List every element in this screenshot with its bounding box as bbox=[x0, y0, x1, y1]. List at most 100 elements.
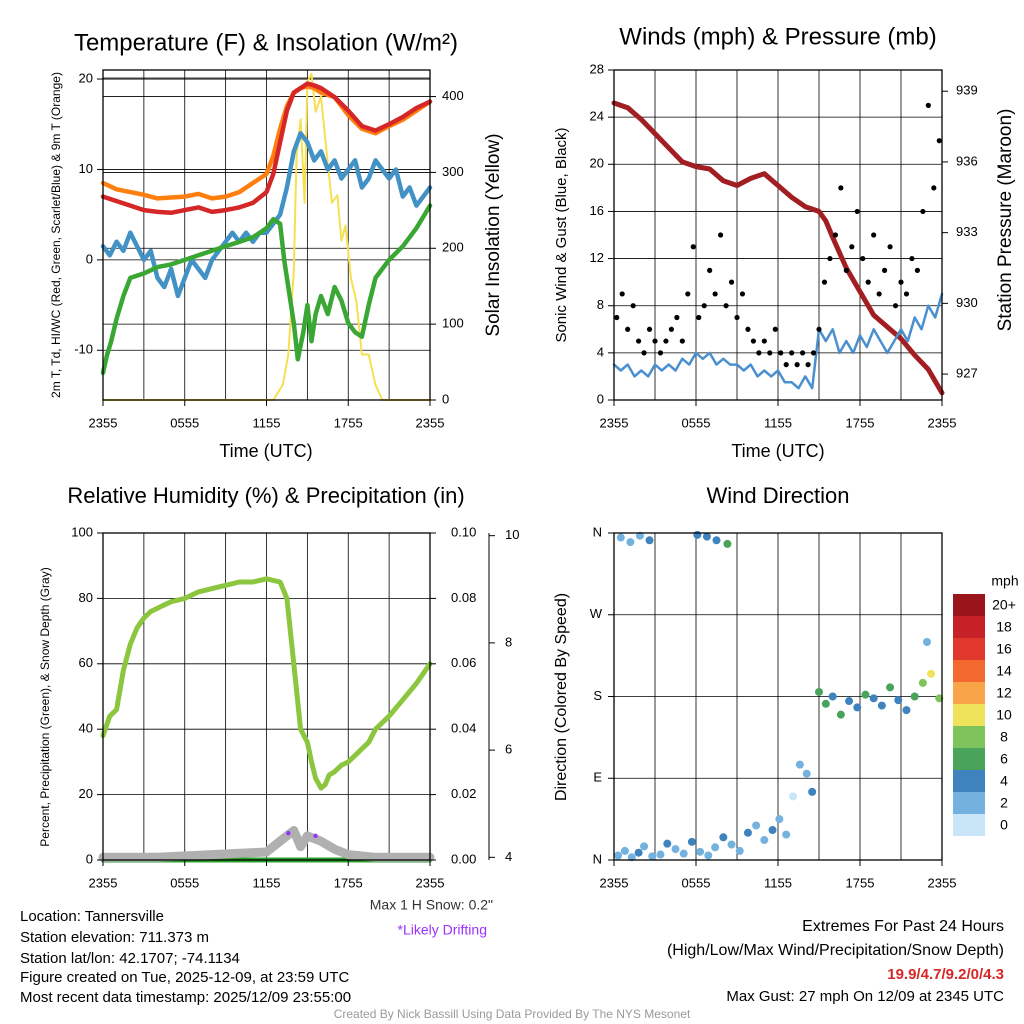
winds-gust-point-43 bbox=[849, 244, 855, 250]
extremes-title: Extremes For Past 24 Hours bbox=[802, 918, 1004, 935]
winds-gust-point-59 bbox=[936, 138, 942, 144]
direction-point-21 bbox=[775, 815, 784, 824]
winds-gust-point-13 bbox=[685, 291, 691, 297]
winds-ytick-label-1: 4 bbox=[597, 344, 604, 359]
winds-gust-point-37 bbox=[816, 326, 822, 332]
winds-gust-point-54 bbox=[909, 255, 915, 262]
winds-gust-point-26 bbox=[756, 350, 762, 356]
winds-xtick-label-0: 2355 bbox=[600, 415, 629, 430]
direction-point-29 bbox=[828, 692, 837, 701]
temperature-ytick-label-1: 10 bbox=[79, 161, 93, 176]
temperature-rtick-label-0: 400 bbox=[442, 88, 464, 103]
winds-ytick-label-2: 8 bbox=[597, 297, 604, 312]
direction-point-15 bbox=[727, 840, 736, 849]
station-latlon: Station lat/lon: 42.1707; -74.1134 bbox=[20, 950, 240, 967]
winds-gust-point-0 bbox=[614, 314, 620, 321]
winds-xtick-label-2: 1155 bbox=[764, 415, 792, 430]
credit-text: Created By Nick Bassill Using Data Provi… bbox=[333, 1007, 691, 1021]
humidity-ptick-label-4: 0.08 bbox=[451, 590, 476, 605]
winds-gust-point-10 bbox=[668, 326, 675, 332]
humidity-ptick-label-1: 0.02 bbox=[451, 786, 476, 801]
humidity-xtick-label-4: 2355 bbox=[416, 875, 445, 890]
direction-legend-label-0: 20+ bbox=[992, 597, 1016, 613]
direction-ytick-label-3: W bbox=[590, 606, 603, 621]
winds-gust-point-4 bbox=[636, 338, 642, 344]
winds-ytick-label-0: 0 bbox=[597, 391, 604, 406]
direction-legend-swatch-0 bbox=[953, 594, 985, 616]
direction-point-8 bbox=[671, 845, 680, 854]
direction-point-34 bbox=[869, 694, 878, 703]
extremes-subtitle: (High/Low/Max Wind/Precipitation/Snow De… bbox=[666, 942, 1004, 959]
winds-xlabel: Time (UTC) bbox=[731, 441, 824, 461]
winds-series-0 bbox=[611, 100, 945, 396]
winds-gust-point-49 bbox=[882, 267, 888, 273]
winds-gust-point-35 bbox=[805, 362, 811, 368]
humidity-xtick-label-3: 1755 bbox=[334, 875, 363, 890]
humidity-ytick-label-0: 0 bbox=[86, 851, 93, 866]
winds-gust-point-11 bbox=[674, 314, 680, 321]
winds-gust-point-33 bbox=[794, 362, 800, 368]
temperature-series-1 bbox=[100, 84, 433, 201]
winds-ytick-label-6: 24 bbox=[590, 109, 604, 124]
winds-gust-point-21 bbox=[728, 279, 735, 285]
winds-gust-point-16 bbox=[701, 303, 707, 309]
temperature-rtick-label-4: 0 bbox=[442, 391, 449, 406]
direction-legend-label-2: 16 bbox=[996, 641, 1012, 657]
humidity-ylabel-left: Percent, Precipitation (Green), & Snow D… bbox=[38, 567, 52, 846]
winds-gust-point-31 bbox=[783, 362, 789, 368]
humidity-title: Relative Humidity (%) & Precipitation (i… bbox=[67, 483, 464, 508]
winds-gust-point-29 bbox=[772, 326, 778, 332]
winds-gust-point-47 bbox=[871, 232, 877, 238]
winds-gust-point-28 bbox=[767, 350, 773, 356]
direction-point-38 bbox=[902, 706, 911, 715]
winds-gust-point-57 bbox=[925, 102, 931, 108]
direction-point-48 bbox=[702, 532, 711, 541]
winds-gust-point-39 bbox=[827, 255, 833, 262]
temperature-ylabel-left: 2m T, Td, HI/WC (Red, Green, Scarlet/Blu… bbox=[49, 72, 63, 398]
temperature-rtick-label-1: 300 bbox=[442, 164, 464, 179]
humidity-ytick-label-4: 80 bbox=[79, 590, 93, 605]
direction-point-36 bbox=[886, 683, 895, 692]
winds-xtick-label-4: 2355 bbox=[928, 415, 957, 430]
extremes-values: 19.9/4.7/9.2/0/4.3 bbox=[887, 966, 1004, 983]
direction-point-20 bbox=[768, 826, 777, 835]
humidity-ptick-label-3: 0.06 bbox=[451, 655, 476, 670]
humidity-snow-depth bbox=[98, 826, 435, 862]
direction-xtick-label-0: 2355 bbox=[600, 875, 629, 890]
humidity-ytick-label-1: 20 bbox=[79, 786, 93, 801]
direction-ylabel: Direction (Colored By Speed) bbox=[553, 593, 570, 801]
direction-point-37 bbox=[894, 696, 903, 705]
direction-point-24 bbox=[795, 760, 804, 769]
humidity-ptick-label-0: 0.00 bbox=[451, 851, 476, 866]
winds-ytick-label-7: 28 bbox=[590, 61, 604, 76]
winds-gust-point-7 bbox=[652, 338, 658, 344]
winds-ytick-label-5: 20 bbox=[590, 156, 604, 171]
direction-point-17 bbox=[743, 828, 752, 837]
direction-point-6 bbox=[656, 850, 665, 859]
winds-gust-point-6 bbox=[646, 326, 653, 332]
winds-gust-point-17 bbox=[707, 267, 713, 273]
winds-gust-point-8 bbox=[657, 350, 664, 356]
winds-gust-point-41 bbox=[838, 185, 844, 191]
direction-point-2 bbox=[627, 853, 636, 862]
direction-ytick-label-4: N bbox=[593, 524, 602, 539]
direction-point-26 bbox=[808, 787, 817, 796]
direction-ytick-label-1: E bbox=[593, 770, 602, 785]
temperature-ytick-label-3: -10 bbox=[74, 342, 93, 357]
direction-xtick-label-2: 1155 bbox=[764, 875, 792, 890]
direction-title: Wind Direction bbox=[706, 483, 849, 508]
humidity-ytick-label-2: 40 bbox=[79, 721, 93, 736]
direction-legend-label-10: 0 bbox=[1000, 817, 1008, 833]
humidity-ytick-label-3: 60 bbox=[79, 655, 93, 670]
direction-point-14 bbox=[719, 833, 728, 842]
winds-ylabel-right: Station Pressure (Maroon) bbox=[995, 109, 1016, 332]
winds-gust-point-9 bbox=[663, 338, 669, 344]
humidity-xtick-label-2: 1155 bbox=[253, 875, 281, 890]
direction-point-43 bbox=[616, 533, 625, 542]
temperature-series-4 bbox=[100, 203, 433, 376]
direction-legend-label-7: 6 bbox=[1000, 751, 1008, 767]
figure-created: Figure created on Tue, 2025-12-09, at 23… bbox=[20, 969, 350, 986]
winds-gust-point-27 bbox=[761, 338, 767, 344]
temperature-xtick-label-2: 1155 bbox=[253, 415, 281, 430]
